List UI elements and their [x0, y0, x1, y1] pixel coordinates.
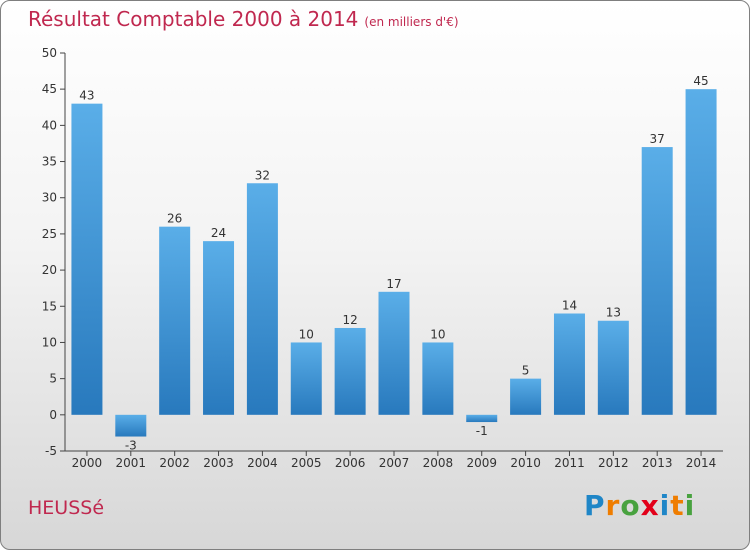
data-label-2001: -3: [125, 439, 137, 453]
x-tick-label: 2012: [598, 456, 629, 470]
chart-title-text: Résultat Comptable 2000 à 2014: [28, 7, 359, 31]
logo-letter: i: [659, 489, 671, 522]
data-label-2004: 32: [255, 168, 270, 182]
bars: [71, 89, 717, 437]
x-tick-label: 2000: [72, 456, 103, 470]
axes: -5 0 5 10 15 20 25 30 35 40 45 50 2000 2001 2002 2003 20…: [42, 46, 723, 470]
data-label-2003: 24: [211, 226, 226, 240]
bar-2000: [71, 103, 103, 415]
data-label-2006: 12: [342, 313, 357, 327]
logo-letter: t: [670, 489, 685, 522]
logo-letter: P: [584, 489, 606, 522]
bar-2005: [290, 342, 322, 415]
x-tick-label: 2003: [203, 456, 234, 470]
bar-2014: [685, 89, 717, 415]
y-tick-label: 10: [42, 335, 57, 349]
bar-2010: [510, 378, 542, 415]
chart-title: Résultat Comptable 2000 à 2014 (en millie…: [28, 7, 459, 31]
commune-name: HEUSSé: [28, 497, 105, 519]
chart-subtitle: (en milliers d'€): [364, 15, 459, 29]
y-tick-label: 30: [42, 191, 57, 205]
data-label-2010: 5: [522, 364, 530, 378]
data-label-2014: 45: [693, 74, 708, 88]
bar-2003: [203, 241, 235, 415]
x-tick-label: 2006: [335, 456, 366, 470]
bar-2008: [422, 342, 454, 415]
bar-2009: [466, 414, 498, 423]
y-tick-label: -5: [45, 444, 57, 458]
data-labels: 43 -3 26 24 32 10 12 17 10 -1 5 14 13 37 45: [79, 74, 708, 452]
x-tick-label: 2005: [291, 456, 322, 470]
y-tick-label: 35: [42, 155, 57, 169]
x-tick-label: 2011: [554, 456, 585, 470]
logo-letter: r: [605, 489, 621, 522]
logo-letter: i: [684, 489, 696, 522]
x-tick-label: 2007: [379, 456, 410, 470]
logo-letter: o: [620, 489, 641, 522]
bar-2011: [553, 313, 585, 415]
data-label-2009: -1: [476, 424, 488, 438]
x-tick-label: 2013: [642, 456, 673, 470]
data-label-2008: 10: [430, 327, 445, 341]
y-tick-label: 40: [42, 118, 57, 132]
x-tick-label: 2001: [116, 456, 147, 470]
bar-2004: [246, 183, 278, 415]
x-tick-label: 2004: [247, 456, 278, 470]
bar-2001: [115, 414, 147, 437]
y-tick-label: 25: [42, 227, 57, 241]
x-tick-label: 2009: [466, 456, 497, 470]
bar-2013: [641, 147, 673, 415]
x-tick-label: 2002: [159, 456, 190, 470]
y-tick-label: 5: [49, 372, 57, 386]
data-label-2002: 26: [167, 212, 182, 226]
y-tick-label: 20: [42, 263, 57, 277]
bar-2007: [378, 291, 410, 415]
data-label-2000: 43: [79, 89, 94, 103]
data-label-2011: 14: [562, 299, 577, 313]
x-tick-label: 2014: [686, 456, 717, 470]
bar-2002: [159, 226, 191, 415]
data-label-2013: 37: [650, 132, 665, 146]
y-tick-label: 15: [42, 299, 57, 313]
proxiti-logo: Proxiti: [584, 489, 695, 522]
data-label-2012: 13: [606, 306, 621, 320]
bar-2006: [334, 327, 366, 415]
y-tick-label: 0: [49, 408, 57, 422]
y-tick-label: 50: [42, 46, 57, 60]
data-label-2007: 17: [386, 277, 401, 291]
x-tick-label: 2008: [423, 456, 454, 470]
x-tick-label: 2010: [510, 456, 541, 470]
y-tick-label: 45: [42, 82, 57, 96]
data-label-2005: 10: [299, 327, 314, 341]
bar-2012: [597, 320, 629, 415]
logo-letter: x: [640, 489, 660, 522]
